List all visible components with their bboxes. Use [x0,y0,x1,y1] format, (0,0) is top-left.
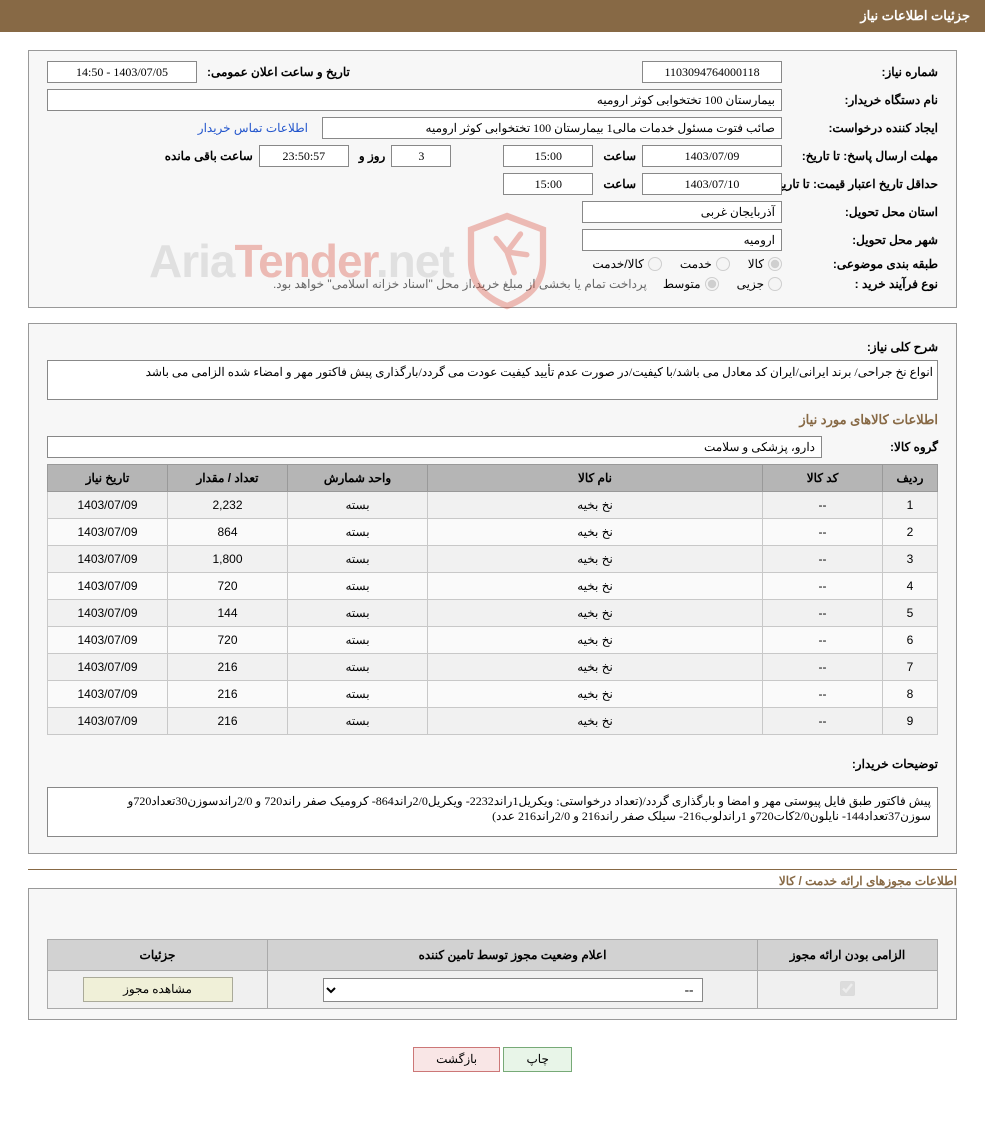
explain-text [47,787,938,837]
city-field: ارومیه [582,229,782,251]
desc-label: شرح کلی نیاز: [828,334,938,354]
explain-label: توضیحات خریدار: [828,745,938,771]
col-row: ردیف [883,465,938,492]
announce-field: 1403/07/05 - 14:50 [47,61,197,83]
col-unit: واحد شمارش [288,465,428,492]
province-label: استان محل تحویل: [788,205,938,219]
license-section-title: اطلاعات مجوزهای ارائه خدمت / کالا [28,869,957,888]
desc-text [47,360,938,400]
remain-label: ساعت باقی مانده [161,149,253,163]
action-buttons: چاپ بازگشت [28,1035,957,1084]
min-valid-label: حداقل تاریخ اعتبار قیمت: تا تاریخ: [788,177,938,191]
requester-label: ایجاد کننده درخواست: [788,121,938,135]
need-no-label: شماره نیاز: [788,65,938,79]
col-date: تاریخ نیاز [48,465,168,492]
table-row: 9--نخ بخیهبسته2161403/07/09 [48,708,938,735]
cat-service-radio[interactable] [716,257,730,271]
info-panel: AriaTender.net شماره نیاز: 1103094764000… [28,50,957,308]
group-field: دارو، پزشکی و سلامت [47,436,822,458]
status-combo[interactable]: -- [323,978,703,1002]
process-note: پرداخت تمام یا بخشی از مبلغ خرید،از محل … [273,277,657,291]
days-and: روز و [355,149,386,163]
category-label: طبقه بندی موضوعی: [788,257,938,271]
deadline-label: مهلت ارسال پاسخ: تا تاریخ: [788,149,938,163]
announce-label: تاریخ و ساعت اعلان عمومی: [203,65,350,79]
table-row: 7--نخ بخیهبسته2161403/07/09 [48,654,938,681]
buyer-org-label: نام دستگاه خریدار: [788,93,938,107]
need-no-field: 1103094764000118 [642,61,782,83]
table-row: 8--نخ بخیهبسته2161403/07/09 [48,681,938,708]
requester-field: صائب فتوت مسئول خدمات مالی1 بیمارستان 10… [322,117,782,139]
table-row: 6--نخ بخیهبسته7201403/07/09 [48,627,938,654]
deadline-time: 15:00 [503,145,593,167]
col-qty: تعداد / مقدار [168,465,288,492]
col-name: نام کالا [428,465,763,492]
min-valid-time: 15:00 [503,173,593,195]
hms-remain: 23:50:57 [259,145,349,167]
cat-both-radio[interactable] [648,257,662,271]
header-title: جزئیات اطلاعات نیاز [860,8,970,23]
city-label: شهر محل تحویل: [788,233,938,247]
table-row: 2--نخ بخیهبسته8641403/07/09 [48,519,938,546]
table-row: 3--نخ بخیهبسته1,8001403/07/09 [48,546,938,573]
proc-medium-radio[interactable] [705,277,719,291]
process-label: نوع فرآیند خرید : [788,277,938,291]
buyer-org-field: بیمارستان 100 تختخوابی کوثر ارومیه [47,89,782,111]
min-valid-date: 1403/07/10 [642,173,782,195]
proc-partial-radio[interactable] [768,277,782,291]
items-section-head: اطلاعات کالاهای مورد نیاز [47,412,938,428]
time-label-2: ساعت [599,177,636,191]
col-code: کد کالا [763,465,883,492]
page-header: جزئیات اطلاعات نیاز [0,0,985,32]
table-row: 4--نخ بخیهبسته7201403/07/09 [48,573,938,600]
table-row: 1--نخ بخیهبسته2,2321403/07/09 [48,492,938,519]
items-panel: شرح کلی نیاز: اطلاعات کالاهای مورد نیاز … [28,323,957,854]
license-panel: الزامی بودن ارائه مجوز اعلام وضعیت مجوز … [28,888,957,1020]
deadline-date: 1403/07/09 [642,145,782,167]
process-radio-group: جزیی متوسط [663,277,782,291]
buyer-contact-link[interactable]: اطلاعات تماس خریدار [198,121,316,135]
category-radio-group: کالا خدمت کالا/خدمت [592,257,782,271]
cat-goods-radio[interactable] [768,257,782,271]
items-table: ردیف کد کالا نام کالا واحد شمارش تعداد /… [47,464,938,735]
days-remain: 3 [391,145,451,167]
mandatory-checkbox [840,981,855,996]
lic-col-details: جزئیات [48,940,268,971]
group-label: گروه کالا: [828,440,938,454]
print-button[interactable]: چاپ [503,1047,571,1072]
back-button[interactable]: بازگشت [413,1047,500,1072]
table-row: 5--نخ بخیهبسته1441403/07/09 [48,600,938,627]
time-label-1: ساعت [599,149,636,163]
license-row: -- مشاهده مجوز [48,971,938,1009]
province-field: آذربایجان غربی [582,201,782,223]
view-license-button[interactable]: مشاهده مجوز [83,977,233,1002]
lic-col-mandatory: الزامی بودن ارائه مجوز [758,940,938,971]
lic-col-status: اعلام وضعیت مجوز توسط تامین کننده [268,940,758,971]
license-table: الزامی بودن ارائه مجوز اعلام وضعیت مجوز … [47,939,938,1009]
